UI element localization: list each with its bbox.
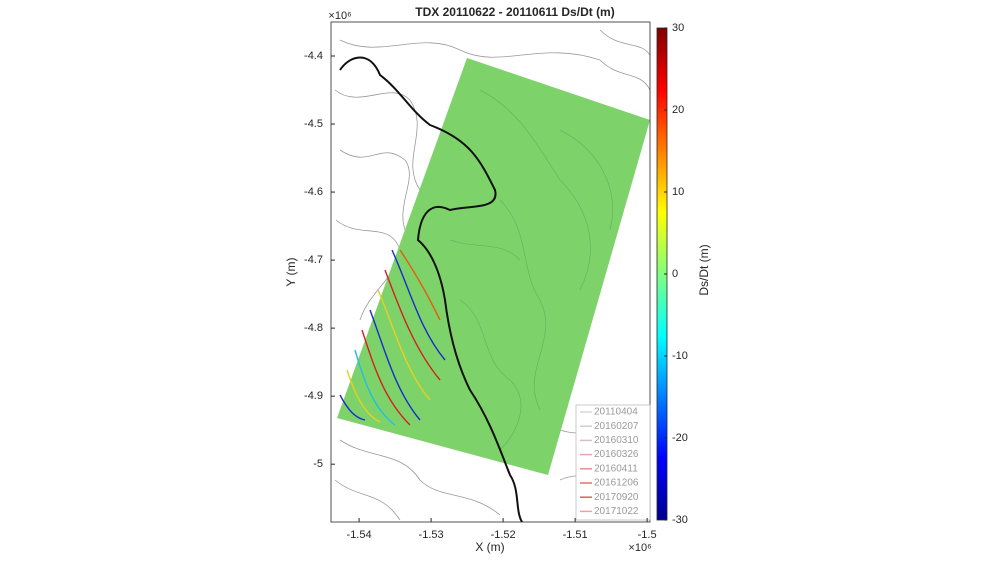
colorbar-tick-label: 0 [672,268,678,280]
legend-label: 20170920 [594,492,639,503]
map-background [334,29,650,522]
legend-label: 20171022 [594,506,639,517]
field-contours [449,89,613,451]
legend-label: 20160411 [594,463,638,474]
x-tick-label: -1.53 [419,529,444,541]
y-tick-label: -5 [313,458,323,470]
y-tick-label: -4.9 [304,390,323,402]
y-tick-label: -4.4 [304,50,323,62]
velocity-field [337,58,650,475]
colorbar-tick-label: 30 [672,22,684,34]
y-tick-label: -4.8 [304,322,323,334]
colorbar-tick-label: 10 [672,186,684,198]
axes-box [330,21,651,523]
crevasse-stripes [339,249,446,426]
legend-label: 20160207 [594,421,639,432]
chart-title: TDX 20110622 - 20110611 Ds/Dt (m) [415,5,614,19]
colorbar-label: Ds/Dt (m) [697,244,711,295]
legend [575,404,651,521]
x-tick-label: -1.51 [563,529,588,541]
y-multiplier: ×10⁶ [328,10,351,22]
y-tick-label: -4.7 [304,254,323,266]
y-axis-label: Y (m) [284,257,298,286]
x-axis-label: X (m) [475,540,504,554]
colorbar-tick-label: -10 [672,350,688,362]
colorbar-tick-label: -30 [672,514,688,526]
grounding-line [339,56,523,522]
x-tick-label: -1.52 [491,529,516,541]
legend-label: 20110404 [594,407,638,418]
legend-label: 20160310 [594,435,639,446]
y-tick-label: -4.5 [304,118,323,130]
x-tick-label: -1.5 [638,529,657,541]
x-multiplier: ×10⁶ [628,542,651,554]
legend-label: 20160326 [594,449,639,460]
x-tick-label: -1.54 [347,529,372,541]
colorbar-tick-label: -20 [672,432,688,444]
colorbar-tick-label: 20 [672,104,684,116]
y-tick-label: -4.6 [304,186,323,198]
legend-label: 20161206 [594,478,639,489]
